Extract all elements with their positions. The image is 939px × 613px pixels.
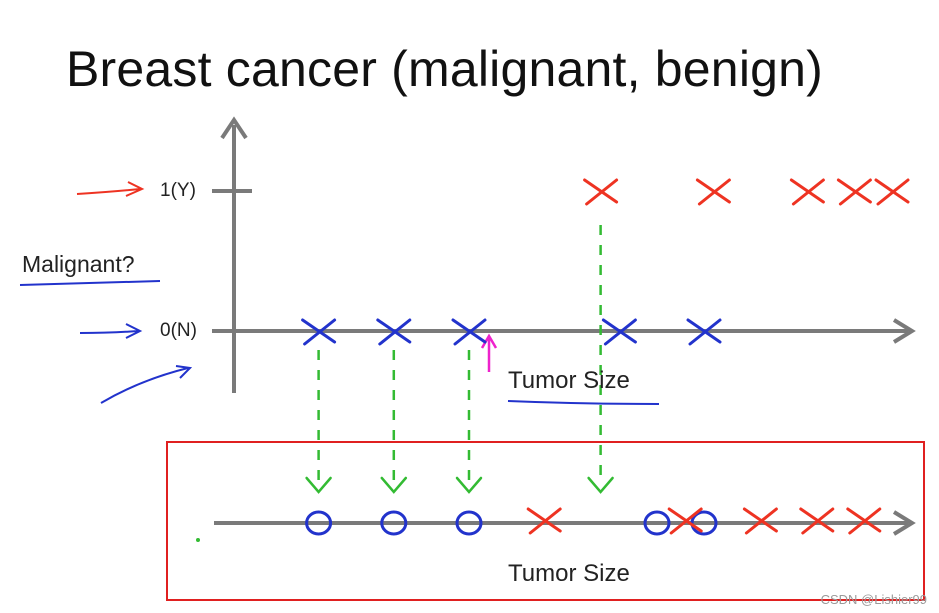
upper-benign-x-mark-2 [451, 318, 487, 346]
y-axis-arrowhead [220, 116, 248, 140]
lower-x-axis-arrowhead [892, 510, 916, 536]
x-axis-label: Tumor Size [508, 367, 630, 394]
lower-benign-o-mark-0 [305, 510, 333, 536]
lower-benign-o-mark-3 [643, 510, 671, 536]
x-axis-arrowhead [892, 318, 916, 344]
lower-malignant-x-mark-4 [846, 507, 882, 535]
tumor-size-underline [507, 400, 660, 405]
watermark: CSDN @Lishier99 [820, 592, 927, 607]
lower-malignant-x-mark-1 [667, 507, 703, 535]
lower-x-axis-label: Tumor Size [508, 560, 630, 587]
malignant-underline [19, 280, 161, 286]
projection-arrows [305, 225, 614, 494]
blue-diagonal-arrow [100, 365, 193, 404]
threshold-arrow [480, 333, 498, 372]
slide-title: Breast cancer (malignant, benign) [66, 41, 823, 97]
lower-malignant-x-mark-0 [526, 507, 562, 535]
upper-benign-x-mark-0 [301, 318, 337, 346]
projection-arrowhead-2 [455, 476, 483, 494]
upper-plot-marks [301, 178, 910, 346]
projection-arrowhead-0 [305, 476, 332, 494]
upper-benign-x-mark-4 [686, 318, 722, 346]
upper-benign-x-mark-3 [601, 318, 637, 346]
upper-benign-x-mark-1 [376, 318, 412, 346]
upper-malignant-x-mark-0 [583, 178, 619, 206]
blue-pointer-arrow [79, 323, 143, 339]
upper-malignant-x-mark-3 [836, 178, 872, 206]
upper-malignant-x-mark-4 [874, 178, 910, 206]
ytick-label-1: 1(Y) [160, 180, 196, 201]
ytick-label-0: 0(N) [160, 320, 197, 341]
red-pointer-arrow [76, 181, 145, 197]
stray-dot [196, 538, 200, 542]
upper-malignant-x-mark-1 [695, 178, 731, 206]
highlight-box [166, 441, 925, 601]
lower-malignant-x-mark-2 [742, 507, 778, 535]
upper-malignant-x-mark-2 [789, 178, 825, 206]
projection-arrowhead-1 [380, 476, 408, 494]
lower-plot-marks [305, 507, 882, 536]
lower-malignant-x-mark-3 [799, 507, 835, 535]
projection-arrowhead-3 [587, 476, 614, 494]
y-axis-label: Malignant? [22, 251, 135, 277]
lower-benign-o-mark-2 [455, 510, 483, 536]
lower-benign-o-mark-1 [380, 510, 408, 536]
